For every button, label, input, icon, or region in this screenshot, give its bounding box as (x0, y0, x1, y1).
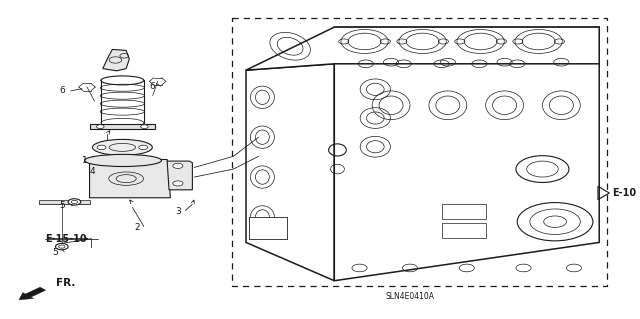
Text: 5: 5 (60, 201, 65, 210)
Text: E-15-10: E-15-10 (45, 234, 87, 244)
Polygon shape (246, 64, 334, 281)
Text: 3: 3 (175, 207, 180, 216)
Text: 6: 6 (149, 82, 155, 91)
Polygon shape (334, 27, 599, 281)
Circle shape (68, 199, 81, 205)
Ellipse shape (92, 139, 152, 155)
Bar (249, 217, 287, 239)
Text: 6: 6 (59, 86, 65, 95)
Ellipse shape (84, 154, 161, 167)
Polygon shape (90, 124, 155, 129)
Polygon shape (39, 200, 90, 204)
Bar (442, 204, 486, 219)
Circle shape (139, 145, 148, 150)
Bar (442, 223, 486, 238)
Circle shape (97, 125, 104, 129)
Circle shape (56, 243, 68, 250)
Circle shape (173, 163, 183, 168)
Bar (249, 217, 287, 239)
Bar (232, 18, 607, 286)
Text: FR.: FR. (56, 278, 75, 288)
Polygon shape (246, 27, 599, 70)
Circle shape (97, 145, 106, 150)
Text: 1: 1 (82, 156, 88, 165)
Text: 5: 5 (52, 249, 58, 257)
Polygon shape (90, 160, 170, 198)
Circle shape (141, 125, 148, 129)
Circle shape (173, 181, 183, 186)
Circle shape (517, 203, 593, 241)
Text: 2: 2 (134, 223, 140, 232)
Bar (249, 217, 287, 239)
Text: 4: 4 (90, 167, 95, 176)
Circle shape (516, 156, 569, 182)
Text: E-10: E-10 (612, 188, 636, 198)
Text: SLN4E0410A: SLN4E0410A (385, 292, 435, 301)
Polygon shape (167, 161, 193, 190)
Polygon shape (103, 49, 129, 71)
FancyArrow shape (19, 287, 45, 300)
